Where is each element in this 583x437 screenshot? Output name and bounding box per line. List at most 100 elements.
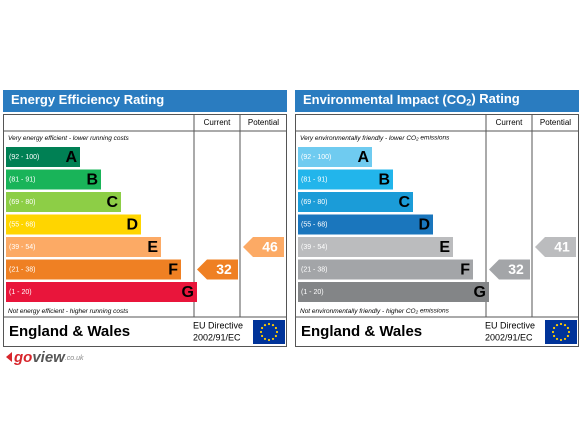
logo-icon [6, 352, 12, 362]
text-part: Not environmentally friendly - higher CO [300, 308, 416, 315]
rating-band [6, 214, 141, 235]
flag-star [260, 334, 264, 338]
band-letter: B [378, 172, 390, 189]
band-range: (81 - 91) [301, 176, 327, 183]
text-part: Very environmentally friendly - lower CO [300, 135, 416, 142]
rating-band [298, 147, 372, 167]
column-header: Potential [248, 118, 279, 127]
flag-star [267, 338, 271, 342]
region: England & Wales [9, 323, 130, 340]
text-part: Environmental Impact (CO [303, 92, 466, 107]
header-bar [3, 90, 287, 112]
rating-band [298, 214, 433, 235]
band-range: (81 - 91) [9, 176, 35, 183]
flag-star [260, 326, 264, 330]
flag-star [567, 330, 571, 334]
rating-band [298, 192, 413, 212]
band-letter: F [168, 262, 178, 279]
rating-arrow [197, 259, 238, 280]
directive: 2002/91/EC [193, 332, 241, 342]
band-letter: D [418, 217, 430, 234]
flag-star [559, 338, 563, 342]
logo-part: .co.uk [65, 355, 84, 362]
rating-band [6, 147, 80, 167]
subscript: 2 [415, 137, 419, 142]
band-range: (39 - 54) [301, 244, 327, 251]
band-range: (1 - 20) [301, 289, 324, 296]
flag-star [551, 330, 555, 334]
flag-star [566, 326, 570, 330]
note: Not environmentally friendly - higher CO… [300, 307, 450, 315]
rating-band [6, 237, 161, 257]
band-range: (21 - 38) [9, 266, 35, 273]
band-range: (55 - 68) [301, 221, 327, 228]
flag-star [263, 337, 267, 341]
rating-arrow [243, 237, 284, 257]
band-letter: C [106, 194, 118, 211]
logo-part: go [13, 349, 32, 366]
note: Not energy efficient - higher running co… [8, 308, 129, 315]
text-part: Energy Efficiency Rating [11, 92, 164, 107]
rating-value: 32 [508, 261, 524, 277]
band-letter: E [439, 239, 450, 256]
rating-value: 41 [554, 239, 570, 255]
flag-star [563, 337, 567, 341]
directive: EU Directive [485, 320, 535, 330]
logo: goview.co.uk [13, 349, 84, 366]
flag-star [275, 330, 279, 334]
region: England & Wales [301, 323, 422, 340]
flag-star [552, 326, 556, 330]
subscript: 2 [466, 98, 471, 108]
rating-band [6, 282, 197, 302]
rating-band [6, 192, 121, 212]
flag-star [274, 326, 278, 330]
band-range: (92 - 100) [9, 154, 39, 161]
band-range: (92 - 100) [301, 154, 331, 161]
flag-star [559, 322, 563, 326]
panel-title: Energy Efficiency Rating [11, 92, 164, 107]
rating-arrow [535, 237, 576, 257]
band-letter: F [460, 262, 470, 279]
panel-title: Environmental Impact (CO2) Rating [303, 91, 520, 108]
flag-star [555, 337, 559, 341]
rating-band [6, 259, 181, 280]
flag-star [274, 334, 278, 338]
band-range: (1 - 20) [9, 289, 32, 296]
flag-star [555, 323, 559, 327]
header-bar [295, 90, 579, 112]
rating-arrow [489, 259, 530, 280]
logo-part: view [32, 349, 66, 366]
band-letter: A [65, 149, 77, 166]
flag-star [271, 337, 275, 341]
band-range: (69 - 80) [9, 199, 35, 206]
band-letter: D [126, 217, 138, 234]
subscript: 2 [415, 310, 419, 315]
text-part: Very energy efficient - lower running co… [8, 135, 130, 142]
text-part: emissions [418, 307, 449, 314]
panel-frame [295, 114, 579, 347]
panel-frame [3, 114, 287, 347]
rating-band [298, 282, 489, 302]
column-header: Current [496, 118, 523, 127]
note: Very environmentally friendly - lower CO… [300, 134, 450, 142]
band-letter: B [86, 172, 98, 189]
band-letter: C [398, 194, 410, 211]
text-part: Not energy efficient - higher running co… [8, 308, 129, 315]
rating-band [6, 169, 101, 190]
flag-star [566, 334, 570, 338]
directive: EU Directive [193, 320, 243, 330]
note: Very energy efficient - lower running co… [8, 135, 130, 142]
flag-star [552, 334, 556, 338]
band-range: (21 - 38) [301, 266, 327, 273]
band-letter: G [474, 284, 486, 301]
flag-star [271, 323, 275, 327]
rating-band [298, 169, 393, 190]
band-range: (55 - 68) [9, 221, 35, 228]
text-part: emissions [419, 134, 450, 141]
flag-star [267, 322, 271, 326]
band-letter: A [357, 149, 369, 166]
rating-band [298, 237, 453, 257]
rating-value: 32 [216, 261, 232, 277]
flag-star [263, 323, 267, 327]
column-header: Current [204, 118, 231, 127]
